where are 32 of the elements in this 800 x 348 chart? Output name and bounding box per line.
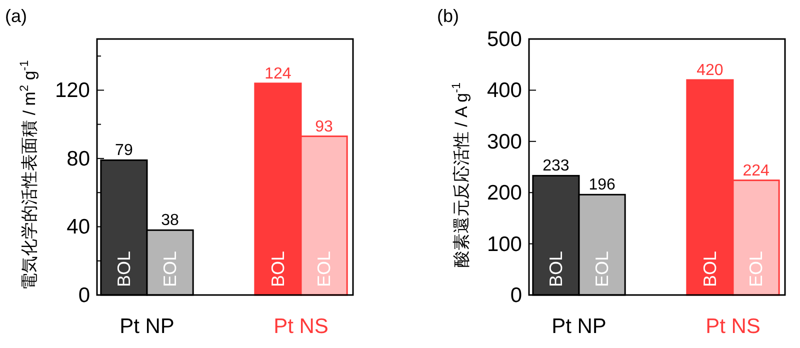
y-tick-label: 300 xyxy=(486,130,522,154)
y-tick-label: 120 xyxy=(54,79,90,102)
text: BOL xyxy=(700,250,720,287)
data-label: 38 xyxy=(161,212,180,230)
y-tick-label: 0 xyxy=(78,284,90,307)
y-tick-label: 40 xyxy=(66,216,90,239)
y-tick-label: 100 xyxy=(486,232,522,256)
series-label: BOL xyxy=(114,250,134,287)
y-tick-label: 400 xyxy=(486,79,522,102)
data-label: 420 xyxy=(696,62,724,79)
data-label: 196 xyxy=(588,176,616,194)
y-tick-label: 200 xyxy=(486,182,522,205)
y-tick-label: 0 xyxy=(510,284,522,307)
x-tick-label: Pt NS xyxy=(706,315,760,338)
y-tick-label: 80 xyxy=(66,147,90,170)
text: EOL xyxy=(314,250,334,287)
x-tick-label: Pt NP xyxy=(120,315,174,338)
data-label: 93 xyxy=(315,118,334,136)
x-tick-label: Pt NP xyxy=(552,315,606,338)
chart-title: (b) xyxy=(437,6,459,26)
data-label: 79 xyxy=(115,142,133,160)
series-label: EOL xyxy=(592,250,612,287)
data-label: 233 xyxy=(542,158,570,175)
text: EOL xyxy=(746,250,766,287)
series-label: EOL xyxy=(160,250,180,287)
chart-title: (a) xyxy=(5,6,27,26)
series-label: BOL xyxy=(546,250,566,287)
y-tick-label: 500 xyxy=(486,28,522,51)
text: BOL xyxy=(268,250,288,287)
data-label: 224 xyxy=(742,162,770,180)
data-label: 124 xyxy=(264,65,292,82)
x-tick-label: Pt NS xyxy=(274,315,328,338)
